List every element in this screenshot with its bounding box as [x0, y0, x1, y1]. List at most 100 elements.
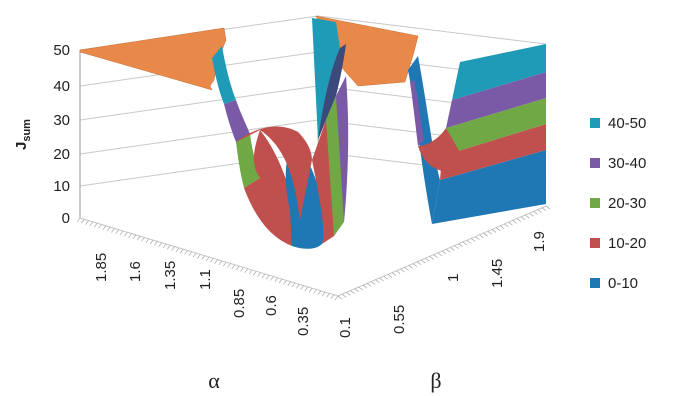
alpha-minor-tick [218, 260, 223, 266]
valley-beta-front-teal [432, 150, 546, 224]
beta-minor-tick [470, 238, 476, 242]
alpha-minor-tick [287, 281, 291, 286]
alpha-minor-tick [265, 275, 270, 280]
beta-minor-tick [533, 211, 538, 215]
alpha-tick-1.85: 1.85 [93, 253, 110, 282]
beta-tick-1: 1 [445, 274, 462, 282]
beta-minor-tick [433, 254, 438, 258]
legend-swatch-10-20 [590, 238, 600, 248]
alpha-tick-labels: 1.85 1.6 1.35 1.1 0.85 0.6 0.35 0.1 [93, 253, 354, 338]
beta-minor-tick [466, 239, 472, 244]
alpha-minor-tick [93, 223, 98, 228]
beta-minor-tick [425, 257, 430, 262]
valley-beta-front-green [442, 98, 546, 156]
plateau-left [79, 27, 227, 91]
alpha-minor-tick [214, 259, 218, 264]
alpha-minor-tick [136, 236, 141, 241]
alpha-minor-tick [313, 289, 317, 294]
beta-minor-tick [371, 281, 376, 285]
beta-minor-tick [454, 245, 459, 249]
beta-minor-tick [383, 275, 388, 280]
z-tick-10: 10 [53, 178, 70, 195]
beta-tick-1.45: 1.45 [489, 259, 506, 288]
beta-minor-tick [525, 214, 530, 219]
beta-minor-tick [483, 232, 488, 237]
beta-minor-tick [375, 279, 380, 284]
beta-minor-tick [487, 230, 492, 235]
alpha-minor-tick [98, 224, 102, 229]
alpha-minor-tick [81, 219, 85, 224]
valley-alpha-right-wall-purple [336, 76, 349, 222]
alpha-tick-1.35: 1.35 [162, 261, 179, 290]
alpha-minor-tick [124, 232, 128, 237]
legend: 40-50 30-40 20-30 10-20 0-10 [590, 115, 646, 292]
alpha-minor-tick [141, 237, 145, 242]
beta-minor-tick [391, 272, 397, 276]
beta-minor-tick [512, 220, 517, 224]
alpha-axis-title: α [208, 368, 220, 393]
valley-alpha-band-20-30 [236, 134, 260, 188]
alpha-minor-tick [210, 258, 214, 263]
beta-tick-0.55: 0.55 [391, 305, 408, 334]
alpha-minor-tick [154, 241, 158, 246]
legend-swatch-40-50 [590, 118, 600, 128]
beta-tick-labels: 0.55 1 1.45 1.9 [391, 231, 548, 334]
z-tick-0: 0 [62, 210, 70, 227]
legend-label-40-50: 40-50 [608, 115, 646, 132]
alpha-minor-tick [283, 280, 287, 285]
beta-minor-tick [358, 286, 363, 291]
alpha-minor-tick [257, 272, 261, 277]
alpha-minor-tick [175, 247, 180, 253]
z-ticks: 50 40 30 20 10 0 [53, 42, 70, 227]
beta-minor-tick [346, 292, 351, 296]
beta-minor-tick [404, 266, 409, 271]
alpha-minor-tick [89, 221, 94, 227]
alpha-minor-tick [184, 250, 188, 255]
alpha-minor-tick [132, 234, 137, 240]
alpha-tick-marks [76, 217, 339, 301]
z-tick-30: 30 [53, 112, 70, 129]
alpha-minor-tick [162, 243, 167, 249]
alpha-minor-tick [197, 254, 201, 259]
legend-swatch-30-40 [590, 158, 600, 168]
alpha-minor-tick [334, 295, 339, 301]
gridline-z20 [79, 119, 319, 155]
beta-minor-tick [437, 252, 443, 257]
beta-minor-tick [495, 227, 501, 231]
alpha-tick-0.1: 0.1 [337, 317, 354, 338]
alpha-minor-tick [85, 220, 89, 225]
beta-minor-tick [508, 221, 513, 226]
beta-minor-tick [545, 205, 551, 210]
alpha-minor-tick [205, 256, 210, 262]
valley-beta [408, 44, 546, 224]
alpha-minor-tick [227, 263, 231, 268]
legend-label-20-30: 20-30 [608, 195, 646, 212]
alpha-minor-tick [222, 262, 227, 267]
beta-minor-tick [462, 241, 467, 246]
beta-minor-tick [458, 243, 463, 248]
z-axis-title-sub: sum [21, 119, 33, 142]
beta-minor-tick [450, 247, 455, 251]
alpha-minor-tick [167, 245, 171, 250]
beta-minor-tick [350, 290, 355, 294]
valley-beta-front-purple [446, 72, 546, 128]
valley-alpha-back-red [236, 126, 312, 220]
beta-minor-tick [354, 288, 359, 293]
valley-beta-floor [418, 128, 470, 173]
gridline-z30 [79, 85, 319, 121]
beta-minor-tick [366, 283, 372, 287]
z-tick-20: 20 [53, 146, 70, 163]
alpha-minor-tick [330, 294, 334, 299]
beta-minor-tick [491, 229, 497, 233]
alpha-minor-tick [149, 239, 154, 245]
alpha-minor-tick [300, 285, 304, 290]
legend-swatch-0-10 [590, 278, 600, 288]
alpha-minor-tick [76, 217, 81, 223]
valley-beta-front-top [452, 44, 546, 100]
legend-label-0-10: 0-10 [608, 275, 638, 292]
gridline-z50-right [317, 15, 547, 45]
z-tick-40: 40 [53, 78, 70, 95]
legend-label-10-20: 10-20 [608, 235, 646, 252]
alpha-minor-tick [296, 284, 300, 289]
